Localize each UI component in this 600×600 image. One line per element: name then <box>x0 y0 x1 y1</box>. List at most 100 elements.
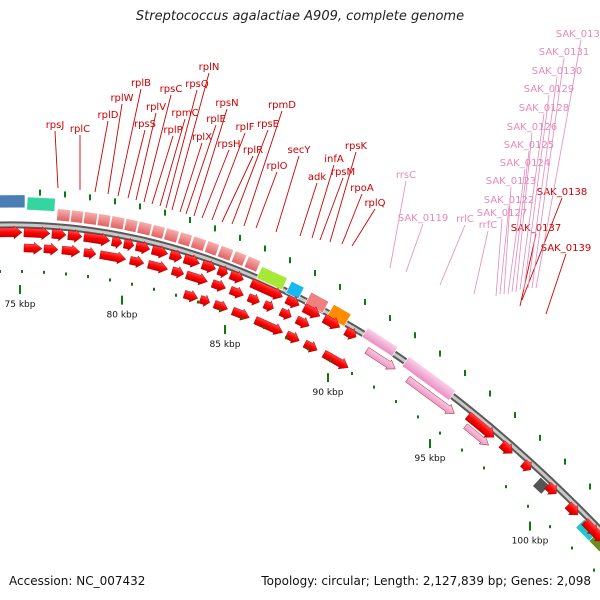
rrna-arrow <box>405 376 455 414</box>
gene-label: SAK_0124 <box>500 158 550 169</box>
feature-block <box>190 235 207 252</box>
feature-block <box>285 280 305 300</box>
genome-backbone <box>0 221 600 535</box>
gene-label: rrlC <box>456 214 474 225</box>
feature-block <box>163 227 180 244</box>
gene-arrow <box>212 300 228 313</box>
gene-arrow <box>67 229 83 243</box>
gene-label: rplP <box>163 125 182 136</box>
gene-leader-line <box>499 205 510 295</box>
gene-label: rplX <box>192 132 212 143</box>
feature-block <box>532 476 550 495</box>
gene-leader-line <box>143 94 172 203</box>
gene-arrow <box>23 241 43 255</box>
feature-block <box>70 209 84 224</box>
gene-arrow <box>230 306 250 321</box>
gene-arrow <box>253 316 283 335</box>
gene-leader-line <box>319 177 344 241</box>
gene-arrow <box>210 279 226 292</box>
gene-arrow <box>228 270 244 284</box>
gene-leader-line <box>535 39 582 289</box>
gene-leader-line <box>221 155 254 223</box>
gene-arrow <box>150 245 169 259</box>
gene-label: rplW <box>110 93 133 104</box>
gene-leader-line <box>523 94 550 291</box>
scale-label: 80 kbp <box>107 311 138 321</box>
gene-leader-line <box>185 124 217 215</box>
gene-arrow <box>168 249 183 263</box>
gene-arrow <box>198 294 210 308</box>
gene-arrow <box>170 266 185 279</box>
gene-arrow <box>301 303 321 319</box>
gene-label: SAK_0138 <box>537 187 587 198</box>
gene-leader-line <box>495 218 503 297</box>
gene-label: rrfC <box>479 220 498 231</box>
gene-arrow <box>111 235 123 250</box>
gene-leader-line <box>311 164 335 239</box>
gene-label: rrsC <box>396 170 416 181</box>
gene-label: SAK_0131 <box>539 47 589 58</box>
feature-block <box>123 218 139 233</box>
gene-arrow <box>294 315 310 329</box>
feature-block <box>96 213 112 228</box>
gene-leader-line <box>159 118 186 207</box>
gene-arrow <box>284 294 300 309</box>
gene-label: SAK_0128 <box>519 103 569 114</box>
gene-arrow <box>23 226 51 241</box>
feature-block <box>56 208 71 223</box>
gene-leader-line <box>299 182 318 237</box>
gene-arrow <box>228 286 244 299</box>
gene-leader-line <box>211 132 246 221</box>
gene-arrow <box>147 260 169 274</box>
gene-label: rpsC <box>160 84 183 95</box>
gene-arrow <box>464 411 495 438</box>
gene-label: rplD <box>98 110 119 121</box>
gene-label: SAK_0130 <box>532 66 582 77</box>
gene-arrow <box>129 255 145 269</box>
scale-label: 100 kbp <box>512 537 549 547</box>
gene-arrow <box>0 225 23 240</box>
gene-label: rplV <box>146 102 166 113</box>
map-title: Streptococcus agalactiae A909, complete … <box>135 9 465 24</box>
feature-block <box>82 211 99 226</box>
gene-leader-line <box>511 150 530 293</box>
gene-arrow <box>249 278 283 300</box>
gene-leader-line <box>351 208 376 247</box>
gene-arrow <box>278 307 292 321</box>
feature-block <box>243 255 262 273</box>
scale-label: 90 kbp <box>313 388 344 398</box>
gene-arrow <box>185 270 208 286</box>
gene-leader-line <box>519 113 545 291</box>
gene-label: rplF <box>236 122 255 133</box>
rrna-arrow <box>463 423 489 446</box>
gene-leader-line <box>135 112 157 201</box>
feature-block <box>361 327 399 357</box>
gene-label: secY <box>288 145 312 156</box>
scale-label: 75 kbp <box>5 300 36 310</box>
gene-leader-line <box>507 168 526 295</box>
gene-label: SAK_0127 <box>477 208 527 219</box>
gene-leader-line <box>503 186 512 295</box>
accession-label: Accession: NC_007432 <box>9 574 146 588</box>
gene-arrow <box>43 242 59 256</box>
gene-arrow <box>122 237 135 252</box>
gene-label: SAK_0132 <box>556 29 600 40</box>
gene-arrow <box>83 232 111 247</box>
gene-arrow <box>262 300 274 313</box>
gene-leader-line <box>107 103 123 195</box>
scale-label: 95 kbp <box>415 454 446 464</box>
gene-label: adk <box>308 172 326 183</box>
gene-arrow <box>182 290 198 303</box>
gene-arrow <box>302 339 318 353</box>
gene-label: SAK_0122 <box>484 195 534 206</box>
gene-arrow <box>99 250 127 265</box>
feature-block <box>150 224 166 240</box>
gene-leader-line <box>94 120 109 193</box>
feature-block <box>401 355 457 401</box>
gene-label: SAK_0129 <box>524 84 574 95</box>
scale-label: 85 kbp <box>210 340 241 350</box>
gene-leader-line <box>275 155 300 233</box>
gene-leader-line <box>193 108 228 217</box>
gene-arrow <box>182 254 200 268</box>
